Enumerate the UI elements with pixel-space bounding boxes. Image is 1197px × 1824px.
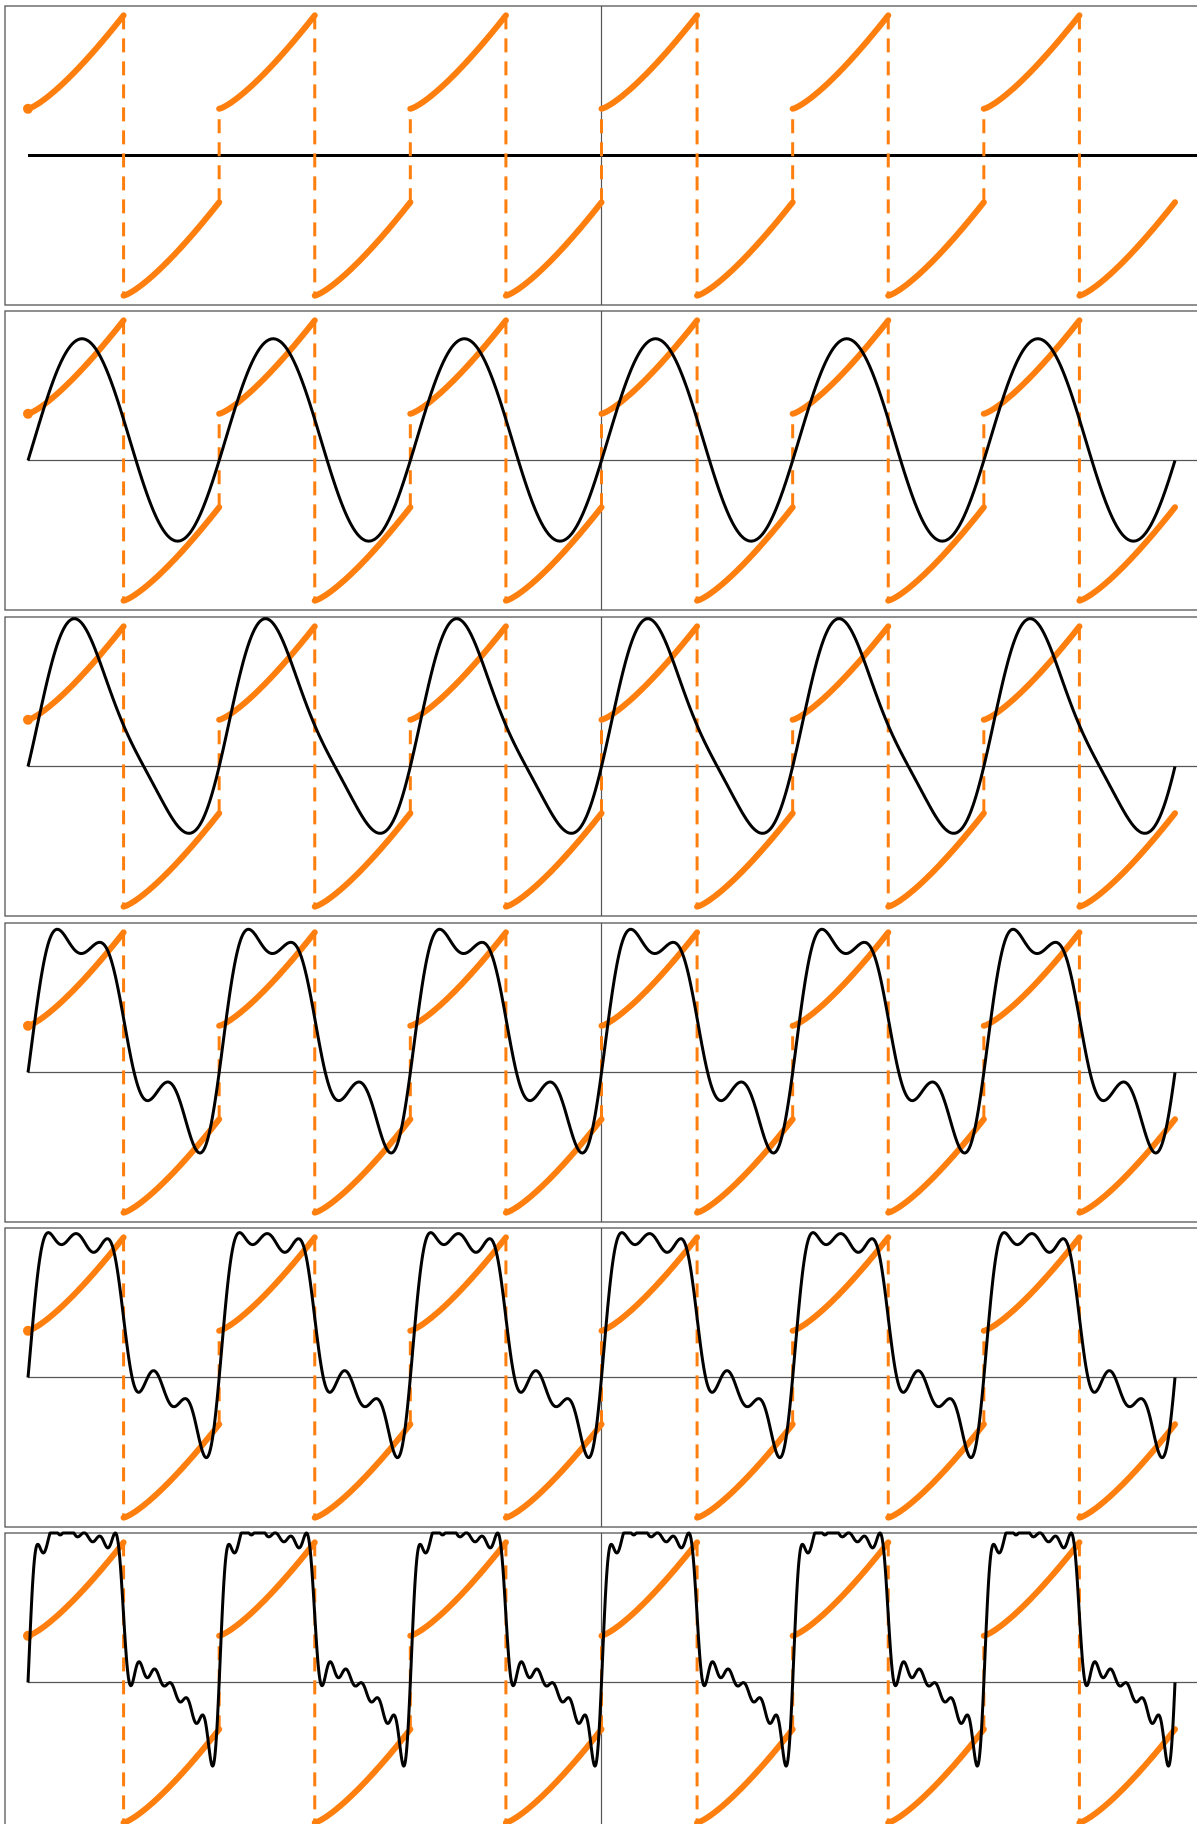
target-lower-segment [1076,1726,1178,1824]
chart-panel-5 [4,1227,1197,1528]
chart-panel-4 [4,922,1197,1223]
target-upper-segment [789,623,892,723]
target-lower-segment [502,1726,605,1824]
chart-panel-3 [4,616,1197,917]
target-lower-segment [1076,810,1178,910]
target-lower-segment [502,504,605,604]
approximation-curve [26,1531,1177,1768]
target-lower-segment [120,1726,223,1824]
target-lower-segment [1076,504,1178,604]
target-lower-segment [694,810,796,910]
target-lower-segment [694,1116,796,1216]
target-upper-segment [789,1539,892,1639]
target-lower-segment [120,199,223,299]
target-upper-segment [598,12,701,112]
target-lower-segment [502,810,605,910]
start-point-marker [23,408,33,419]
target-upper-segment [598,1539,701,1639]
target-lower-segment [120,504,223,604]
target-upper-segment [216,1539,318,1639]
target-upper-segment [25,623,127,723]
target-lower-segment [694,199,796,299]
target-upper-segment [980,1539,1083,1639]
target-lower-segment [1076,199,1178,299]
target-lower-segment [694,504,796,604]
target-lower-segment [1076,1116,1178,1216]
target-upper-segment [980,12,1083,112]
target-upper-segment [25,12,127,112]
chart-panel-2 [4,310,1197,611]
chart-panel-1 [4,5,1197,306]
target-lower-segment [120,1421,223,1521]
approximation-curve [26,1231,1177,1460]
start-point-marker [23,714,33,725]
start-point-marker [23,103,33,114]
target-lower-segment [311,810,414,910]
target-lower-segment [885,504,987,604]
approximation-curve [26,617,1177,835]
target-upper-segment [407,12,509,112]
target-lower-segment [311,504,414,604]
target-upper-segment [407,1234,509,1334]
approximation-curve [26,337,1177,543]
target-upper-segment [980,623,1083,723]
target-upper-segment [216,623,318,723]
target-upper-segment [25,1539,127,1639]
target-upper-segment [980,1234,1083,1334]
target-lower-segment [885,1726,987,1824]
target-lower-segment [120,1116,223,1216]
target-upper-segment [25,1234,127,1334]
target-lower-segment [311,1116,414,1216]
approximation-curve [26,927,1177,1155]
start-point-marker [23,1020,33,1031]
target-lower-segment [502,1421,605,1521]
target-lower-segment [694,1726,796,1824]
target-lower-segment [311,1726,414,1824]
target-upper-segment [216,12,318,112]
target-lower-segment [885,199,987,299]
target-lower-segment [502,199,605,299]
target-lower-segment [311,1421,414,1521]
target-lower-segment [885,1421,987,1521]
target-upper-segment [598,623,701,723]
target-upper-segment [407,623,509,723]
target-upper-segment [598,1234,701,1334]
target-lower-segment [502,1116,605,1216]
target-lower-segment [120,810,223,910]
target-upper-segment [216,1234,318,1334]
chart-panel-6 [4,1531,1197,1824]
target-lower-segment [694,1421,796,1521]
target-upper-segment [789,12,892,112]
target-lower-segment [885,810,987,910]
target-lower-segment [885,1116,987,1216]
target-lower-segment [1076,1421,1178,1521]
target-upper-segment [789,1234,892,1334]
target-lower-segment [311,199,414,299]
target-upper-segment [407,1539,509,1639]
